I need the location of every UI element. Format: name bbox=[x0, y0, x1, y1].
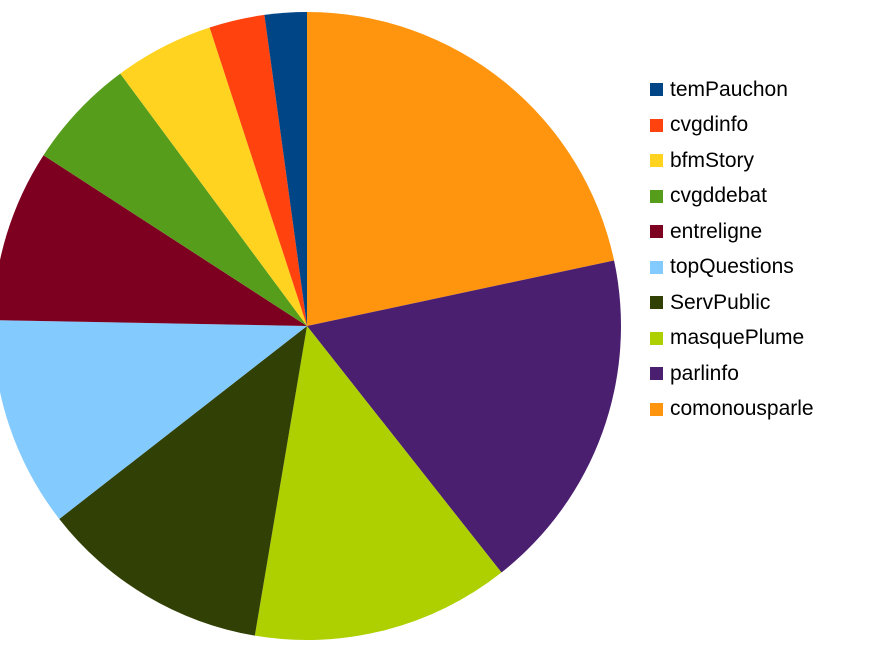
legend-item-temPauchon: temPauchon bbox=[650, 72, 865, 108]
legend-item-topQuestions: topQuestions bbox=[650, 250, 865, 286]
legend-label-temPauchon: temPauchon bbox=[670, 77, 788, 101]
legend-swatch-cvgdinfo bbox=[650, 118, 663, 132]
legend-item-masquePlume: masquePlume bbox=[650, 321, 865, 357]
legend-item-entreligne: entreligne bbox=[650, 214, 865, 250]
legend-label-bfmStory: bfmStory bbox=[670, 148, 755, 172]
legend-swatch-temPauchon bbox=[650, 83, 663, 97]
legend-swatch-parlinfo bbox=[650, 367, 663, 381]
pie-slice-temPauchon bbox=[264, 12, 307, 326]
legend-label-comonousparle: comonousparle bbox=[670, 397, 814, 421]
legend-swatch-cvgddebat bbox=[650, 189, 663, 203]
legend-swatch-topQuestions bbox=[650, 260, 663, 274]
legend: temPauchon cvgdinfo bfmStory cvgddebat entre… bbox=[650, 72, 865, 427]
legend-item-bfmStory: bfmStory bbox=[650, 143, 865, 179]
legend-item-parlinfo: parlinfo bbox=[650, 356, 865, 392]
pie-slice-cvgdinfo bbox=[209, 14, 307, 326]
pie-slice-cvgddebat bbox=[43, 73, 308, 326]
legend-swatch-masquePlume bbox=[650, 331, 663, 345]
legend-label-masquePlume: masquePlume bbox=[670, 326, 805, 350]
legend-item-cvgdinfo: cvgdinfo bbox=[650, 108, 865, 144]
pie-slice-bfmStory bbox=[120, 27, 308, 326]
legend-label-parlinfo: parlinfo bbox=[670, 361, 739, 385]
pie-slice-parlinfo bbox=[307, 260, 621, 573]
legend-item-comonousparle: comonousparle bbox=[650, 392, 865, 428]
pie-slice-masquePlume bbox=[254, 326, 502, 640]
legend-swatch-entreligne bbox=[650, 225, 663, 239]
pie-slice-comonousparle bbox=[307, 12, 615, 326]
legend-swatch-ServPublic bbox=[650, 296, 663, 310]
legend-item-cvgddebat: cvgddebat bbox=[650, 179, 865, 215]
pie-slice-topQuestions bbox=[0, 320, 307, 519]
legend-label-ServPublic: ServPublic bbox=[670, 290, 771, 314]
legend-label-cvgdinfo: cvgdinfo bbox=[670, 113, 749, 137]
legend-swatch-bfmStory bbox=[650, 154, 663, 168]
pie-slices-group bbox=[0, 12, 621, 640]
legend-label-entreligne: entreligne bbox=[670, 219, 763, 243]
pie-slice-entreligne bbox=[0, 155, 307, 326]
legend-item-ServPublic: ServPublic bbox=[650, 285, 865, 321]
pie-slice-ServPublic bbox=[59, 326, 307, 636]
legend-swatch-comonousparle bbox=[650, 402, 663, 416]
legend-label-topQuestions: topQuestions bbox=[670, 255, 794, 279]
legend-label-cvgddebat: cvgddebat bbox=[670, 184, 767, 208]
